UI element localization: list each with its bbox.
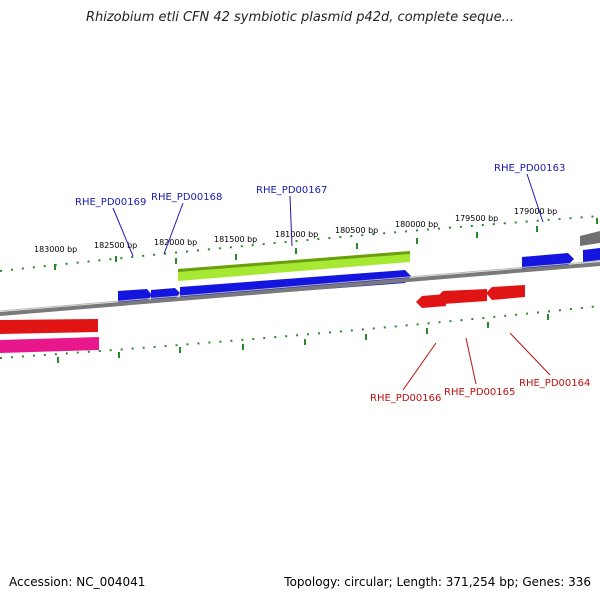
outer-dotted-scale — [0, 215, 600, 272]
gene-label-rhe-pd00167[interactable]: RHE_PD00167 — [256, 185, 327, 196]
leader-line — [402, 342, 437, 391]
leader-line — [112, 207, 134, 257]
gene-label-rhe-pd00169[interactable]: RHE_PD00169 — [75, 197, 146, 208]
reverse-gene-arrow — [437, 289, 487, 304]
outer-tick-track — [0, 215, 600, 272]
tick-label: 180500 bp — [335, 226, 378, 235]
reverse-gene-bar — [0, 319, 98, 334]
topology-summary: Topology: circular; Length: 371,254 bp; … — [284, 575, 591, 589]
forward-gene-arrow — [583, 248, 600, 262]
tick-label: 182000 bp — [154, 238, 197, 247]
green-gene-edge — [178, 251, 410, 272]
tick-label: 179500 bp — [455, 214, 498, 223]
gene-label-rhe-pd00168[interactable]: RHE_PD00168 — [151, 192, 222, 203]
gene-rhe-pd00167-green — [178, 251, 410, 281]
major-ticks-upper — [54, 218, 598, 270]
leader-line — [509, 332, 551, 376]
tick-label: 181500 bp — [214, 235, 257, 244]
gene-label-rhe-pd00165[interactable]: RHE_PD00165 — [444, 387, 515, 398]
map-title: Rhizobium etli CFN 42 symbiotic plasmid … — [85, 10, 515, 25]
leader-line — [289, 195, 293, 247]
gene-label-rhe-pd00166[interactable]: RHE_PD00166 — [370, 393, 441, 404]
leader-line — [163, 202, 184, 255]
plasmid-backbone — [0, 262, 600, 316]
gene-label-rhe-pd00163[interactable]: RHE_PD00163 — [494, 163, 565, 174]
major-ticks-lower — [57, 314, 549, 363]
reverse-gene-arrow — [486, 285, 525, 300]
pink-feature-bar — [0, 337, 99, 353]
forward-gene-arrow — [522, 253, 574, 269]
inner-dotted-scale — [0, 305, 600, 359]
tick-label: 181000 bp — [275, 230, 318, 239]
plasmid-backbone-highlight — [0, 260, 600, 312]
tick-label: 179000 bp — [514, 207, 557, 216]
forward-gene-labels: RHE_PD00169 RHE_PD00168 RHE_PD00167 RHE_… — [75, 163, 565, 257]
leader-line — [526, 173, 544, 223]
gray-feature — [580, 231, 600, 246]
leader-line — [465, 337, 477, 385]
tick-label: 183000 bp — [34, 245, 77, 254]
accession-label: Accession: NC_004041 — [9, 575, 146, 589]
tick-label: 180000 bp — [395, 220, 438, 229]
reverse-genes — [0, 285, 525, 334]
reverse-gene-labels: RHE_PD00166 RHE_PD00165 RHE_PD00164 — [370, 332, 590, 404]
tick-label: 182500 bp — [94, 241, 137, 250]
gene-label-rhe-pd00164[interactable]: RHE_PD00164 — [519, 378, 590, 389]
tick-labels: 183000 bp 182500 bp 182000 bp 181500 bp … — [34, 207, 557, 254]
